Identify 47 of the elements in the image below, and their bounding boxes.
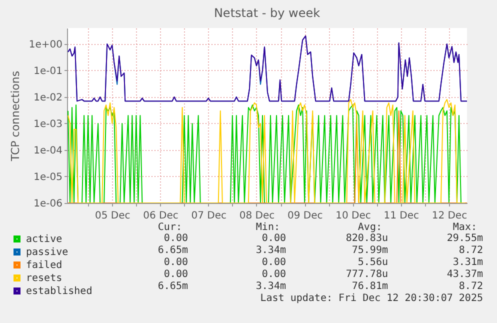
text: Avg: [358, 222, 382, 234]
text: 3.31m [452, 257, 483, 269]
legend-label: resets [26, 273, 62, 284]
text: 3.34m [256, 245, 286, 257]
y-axis-title: TCP connections [8, 70, 22, 162]
text: 43.37m [446, 269, 483, 281]
text: 0.00 [164, 233, 188, 245]
y-tick-label: 1e-04 [34, 145, 62, 156]
text: 820.83u [346, 233, 388, 245]
y-tick-label: 1e-06 [34, 198, 62, 210]
x-tick-label: 08 Dec [239, 210, 275, 222]
legend-label: active [26, 234, 62, 245]
legend-label: established [26, 286, 92, 297]
y-tick-label: 1e+00 [28, 39, 62, 50]
y-tick-label: 1e-03 [34, 118, 62, 130]
y-tick-label: 1e-01 [34, 66, 62, 77]
text: 0.00 [262, 269, 286, 281]
text: 76.81m [352, 281, 388, 293]
y-tick-label: 1e-05 [34, 172, 62, 183]
text: 0.00 [262, 233, 286, 245]
text: 3.34m [256, 281, 286, 293]
text: 0.00 [164, 269, 188, 281]
x-tick-label: 06 Dec [143, 210, 178, 222]
x-tick-label: 12 Dec [432, 210, 468, 222]
legend-label: passive [26, 247, 68, 258]
x-tick-label: 07 Dec [191, 210, 226, 222]
text: 0.00 [262, 257, 286, 269]
text: 8.72 [458, 281, 483, 293]
text: 6.65m [158, 281, 188, 293]
chart-title: Netstat - by week [214, 6, 320, 20]
text: 6.65m [158, 245, 188, 257]
x-tick-label: 10 Dec [336, 210, 371, 222]
x-tick-label: 09 Dec [287, 210, 323, 222]
text: Cur: [158, 222, 182, 234]
text: 0.00 [164, 257, 188, 269]
text: 5.56u [358, 257, 388, 269]
text: Min: [256, 222, 280, 234]
y-tick-label: 1e-02 [34, 92, 62, 104]
text: Last update: Fri Dec 12 20:30:07 2025 [260, 293, 483, 305]
text: 8.72 [458, 245, 483, 257]
text: 29.55m [446, 233, 483, 245]
legend-label: failed [26, 260, 62, 271]
text: Max: [452, 222, 477, 234]
x-tick-label: 11 Dec [384, 210, 419, 222]
text: 75.99m [352, 245, 388, 257]
x-tick-label: 05 Dec [94, 210, 130, 222]
text: 777.78u [346, 269, 388, 281]
